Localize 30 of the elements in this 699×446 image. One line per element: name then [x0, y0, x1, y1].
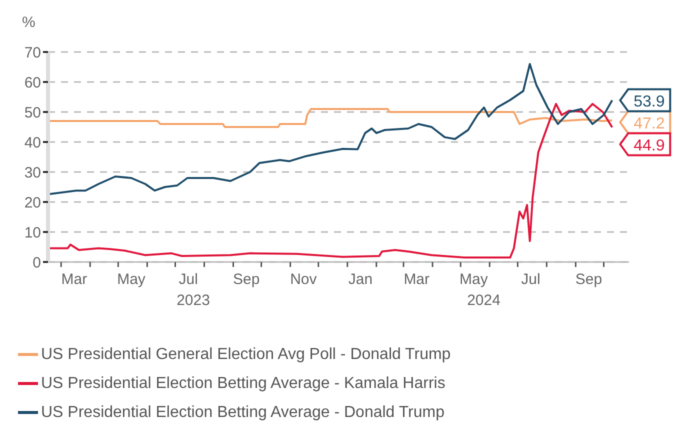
y-tick-label: 40 [24, 134, 41, 152]
x-tick-label: Jul [178, 271, 198, 288]
x-tick-label: May [460, 271, 488, 288]
y-tick-label: 30 [24, 164, 41, 182]
x-tick-label: Nov [290, 271, 318, 288]
legend-label: US Presidential Election Betting Average - Donald Trump [41, 404, 444, 422]
legend-label: US Presidential General Election Avg Poll - Donald Trump [41, 346, 451, 364]
data-label: 44.9 [634, 137, 665, 154]
data-label: 47.2 [634, 115, 665, 132]
y-tick-label: 70 [24, 44, 41, 62]
line-series [48, 108, 614, 128]
line-series [48, 102, 614, 258]
x-tick-label: Jul [521, 271, 540, 288]
x-tick-label: Sep [575, 271, 602, 288]
data-label: 53.9 [634, 93, 665, 110]
y-tick-label: 50 [24, 104, 41, 122]
y-tick-label: 10 [24, 224, 41, 242]
text: 2023 [176, 292, 211, 309]
y-axis-title: % [22, 14, 36, 31]
x-tick-label: May [117, 271, 146, 288]
y-tick-label: 0 [32, 254, 41, 272]
text: 2024 [466, 292, 502, 309]
x-tick-label: Mar [404, 271, 430, 288]
y-tick-label: 60 [24, 74, 41, 92]
x-tick-label: Mar [61, 271, 88, 288]
x-tick-label: Jan [348, 271, 373, 288]
legend-label: US Presidential Election Betting Average - Kamala Harris [41, 374, 446, 392]
y-tick-label: 20 [24, 194, 41, 212]
x-tick-label: Sep [232, 271, 260, 288]
line-series [48, 63, 614, 196]
